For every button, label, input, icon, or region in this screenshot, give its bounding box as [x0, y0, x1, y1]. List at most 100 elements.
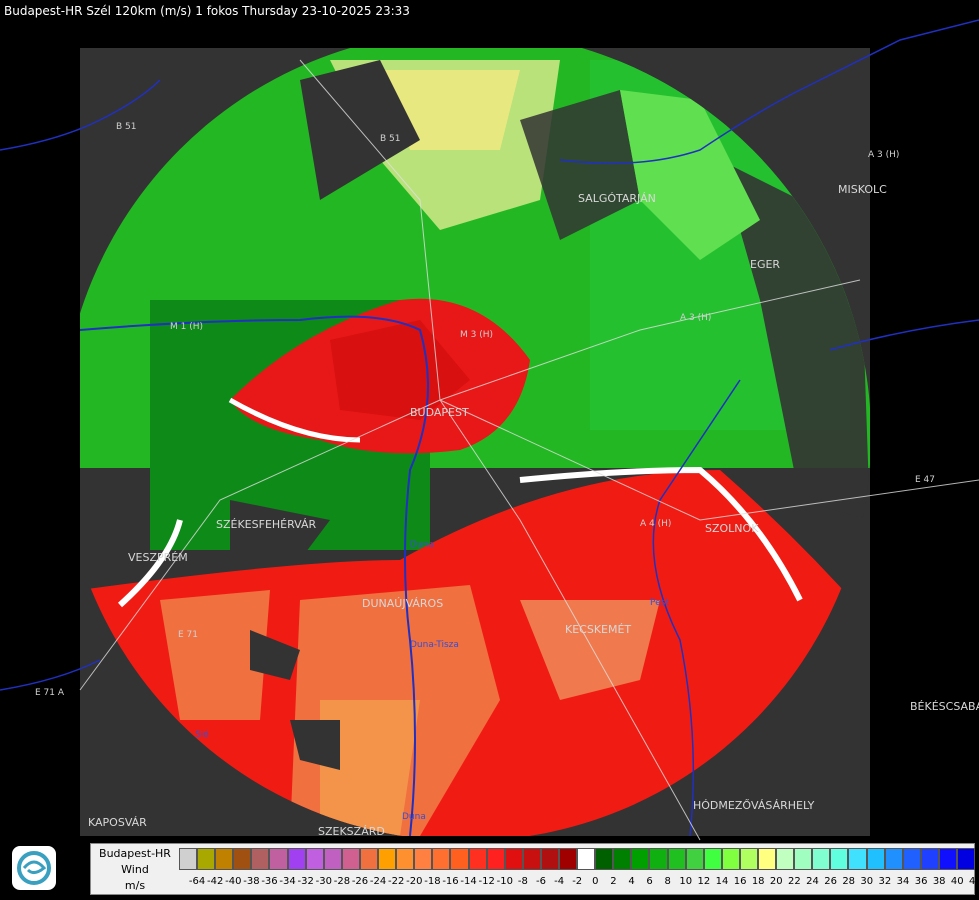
legend-tick-label: -40: [225, 876, 242, 887]
legend-swatch: [776, 848, 795, 870]
legend-swatch: [866, 848, 885, 870]
city-szekszard: SZEKSZÁRD: [318, 825, 385, 838]
legend-swatch: [848, 848, 867, 870]
legend-tick-label: 18: [751, 876, 765, 887]
legend-tick-label: -32: [297, 876, 314, 887]
legend-swatch: [396, 848, 415, 870]
river-danube: [79, 315, 429, 837]
legend-tick-label: 34: [896, 876, 910, 887]
roads: [79, 59, 979, 841]
river-label: Pest: [650, 598, 669, 608]
legend-swatch: [414, 848, 433, 870]
legend-swatch: [938, 848, 958, 870]
legend-title-line: Budapest-HR: [99, 847, 171, 860]
legend-tick-label: -22: [388, 876, 405, 887]
legend-swatch: [468, 848, 487, 870]
road-label: A 3 (H): [868, 150, 900, 160]
river-label: Duna: [410, 540, 434, 550]
legend-title: Budapest-HR Wind m/s: [91, 846, 179, 894]
legend-tick-label: 42: [969, 876, 979, 887]
legend-swatch: [341, 848, 360, 870]
legend-swatch: [649, 848, 668, 870]
city-miskolc: MISKOLC: [838, 183, 887, 196]
city-kaposvar: KAPOSVÁR: [88, 816, 147, 829]
legend-swatch: [739, 848, 758, 870]
legend-swatch: [812, 848, 831, 870]
road-label: E 71: [178, 630, 198, 640]
city-szekesfehervar: SZÉKESFEHÉRVÁR: [216, 518, 317, 531]
legend-ticks: -64 -42 -40 -38 -36 -34 -32 -30 -28 -26 -24 -22 -20-…: [179, 876, 979, 890]
city-veszprem: VESZPRÉM: [128, 551, 188, 564]
legend-swatch: [703, 848, 722, 870]
legend-tick-label: 24: [806, 876, 819, 887]
legend-tick-label: -38: [243, 876, 260, 887]
legend-swatch: [758, 848, 777, 870]
zero-line: [117, 466, 803, 608]
river-label: Duna-Tisza: [410, 640, 459, 650]
legend-swatch: [450, 848, 469, 870]
legend-swatch: [323, 848, 342, 870]
legend-tick-label: 40: [950, 876, 964, 887]
legend-tick-label: 22: [788, 876, 801, 887]
legend-swatch: [794, 848, 813, 870]
legend-tick-label: -10: [496, 876, 513, 887]
legend-tick-label: 2: [610, 876, 617, 887]
legend-tick-label: -30: [315, 876, 332, 887]
legend-tick-label: 30: [860, 876, 874, 887]
legend-swatch: [215, 848, 234, 870]
city-eger: EGER: [750, 258, 781, 271]
city-bekescsaba: BÉKÉSCSABA: [910, 700, 979, 713]
legend-swatch: [522, 848, 541, 870]
legend-tick-label: -42: [207, 876, 224, 887]
road-label: A 3 (H): [680, 313, 712, 323]
legend-tick-label: -6: [536, 876, 546, 887]
city-dunaujvaros: DUNAÚJVÁROS: [362, 597, 444, 610]
legend-swatch: [287, 848, 306, 870]
road-label: E 47: [915, 475, 935, 485]
legend-tick-label: -14: [460, 876, 477, 887]
legend-tick-label: -18: [424, 876, 441, 887]
legend-swatch: [884, 848, 903, 870]
legend-tick-label: 0: [592, 876, 599, 887]
legend-swatch: [613, 848, 632, 870]
border-line: [0, 19, 979, 691]
legend-swatch: [540, 848, 559, 870]
road-label: B 51: [116, 122, 137, 132]
legend-tick-label: -64: [188, 876, 206, 887]
legend-swatch: [595, 848, 614, 870]
city-kecskemet: KECSKEMÉT: [565, 623, 632, 636]
road-label: B 51: [380, 134, 401, 144]
legend-swatch: [197, 848, 216, 870]
road-label: A 4 (H): [640, 519, 672, 529]
legend-tick-label: -2: [572, 876, 583, 887]
legend-tick-label: 6: [646, 876, 653, 887]
legend-swatch: [305, 848, 324, 870]
legend-tick-label: 38: [932, 876, 946, 887]
road-label: E 71 A: [35, 688, 65, 698]
city-salgotarjan: SALGÓTARJÁN: [578, 192, 656, 205]
legend-swatch: [577, 848, 596, 870]
city-hodmezovasarhely: HÓDMEZŐVÁSÁRHELY: [693, 799, 815, 812]
legend-tick-label: -34: [279, 876, 296, 887]
legend-swatch: [685, 848, 704, 870]
legend-swatch: [432, 848, 451, 870]
legend-tick-label: 20: [769, 876, 783, 887]
legend-swatch: [631, 848, 650, 870]
legend-tick-label: 12: [697, 876, 711, 887]
legend-tick-label: 10: [679, 876, 693, 887]
legend-swatch: [957, 848, 976, 870]
legend-tick-label: -20: [406, 876, 423, 887]
legend-title-line: m/s: [124, 879, 146, 892]
legend-tick-label: 14: [715, 876, 729, 887]
road-label: M 3 (H): [460, 330, 494, 340]
legend-tick-label: 28: [842, 876, 856, 887]
river-tisza: [652, 379, 741, 837]
city-szolnok: SZOLNOK: [705, 522, 759, 535]
legend-tick-label: 26: [824, 876, 837, 887]
legend-swatch: [721, 848, 740, 870]
legend-title-line: Wind: [121, 863, 149, 876]
legend-tick-label: 36: [914, 876, 928, 887]
river-label: Sió: [195, 730, 209, 740]
legend-swatch: [179, 848, 198, 870]
